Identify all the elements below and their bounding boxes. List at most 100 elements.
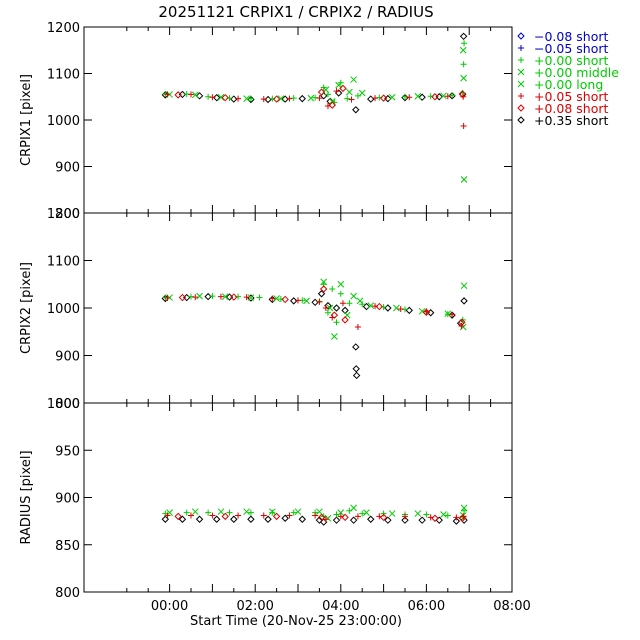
crpix2-data-point	[247, 294, 255, 301]
crpix1-data-point	[178, 90, 187, 99]
legend-marker-icon	[517, 68, 525, 76]
legend-marker-icon	[517, 80, 525, 88]
crpix1-data-point	[195, 92, 204, 100]
legend-marker-icon	[517, 32, 525, 40]
crpix2-y-tick-label: 1200	[47, 207, 80, 222]
crpix1-data-point	[379, 94, 388, 102]
radius-data-point	[247, 515, 255, 523]
radius-data-point	[359, 510, 366, 517]
radius-data-point	[453, 514, 460, 521]
crpix2-data-point	[290, 297, 298, 305]
legend-item: +0.35 short	[517, 113, 609, 128]
radius-data-point	[191, 508, 199, 516]
radius-data-point	[235, 512, 242, 519]
crpix1-data-point	[286, 95, 293, 102]
crpix1-data-point	[435, 93, 443, 101]
crpix2-data-point	[319, 285, 328, 293]
crpix2-points	[161, 278, 468, 380]
radius-y-axis-label: RADIUS [pixel]	[19, 450, 34, 544]
panel-radius: 800 850 900 950 1000 RADIUS [pixel]	[19, 397, 513, 601]
crpix1-data-point	[459, 32, 468, 41]
radius-data-point	[243, 508, 250, 516]
crpix2-data-point	[209, 293, 216, 300]
crpix1-data-point	[440, 92, 447, 100]
crpix1-data-point	[444, 93, 451, 100]
crpix2-data-point	[350, 292, 357, 300]
radius-data-point	[205, 509, 212, 516]
crpix1-data-point	[346, 88, 353, 96]
crpix1-data-point	[460, 123, 467, 130]
radius-data-point	[452, 517, 461, 525]
crpix1-data-point	[298, 94, 306, 103]
radius-data-point	[164, 512, 171, 519]
crpix2-data-point	[330, 311, 339, 319]
radius-data-point	[286, 512, 293, 519]
x-axis-label: Start Time (20-Nov-25 23:00:00)	[190, 614, 402, 629]
radius-data-point	[460, 504, 468, 512]
chart-title: 20251121 CRPIX1 / CRPIX2 / RADIUS	[158, 3, 433, 21]
crpix1-data-point	[164, 91, 171, 98]
radius-data-point	[341, 513, 349, 522]
radius-data-point	[264, 515, 272, 523]
legend-label: −0.05 short	[534, 41, 609, 56]
crpix1-data-point	[174, 91, 182, 99]
plot-panels: 800 900 1000 1100 1200 CRPIX1 [pixel] 800 900 10…	[19, 21, 531, 614]
crpix2-frame	[83, 212, 513, 404]
crpix2-data-point	[405, 306, 413, 315]
radius-data-point	[195, 515, 204, 523]
legend-item: +0.08 short	[517, 101, 609, 116]
legend-label: +0.00 short	[534, 53, 609, 68]
radius-data-point	[226, 509, 233, 516]
radius-data-point	[460, 516, 468, 524]
crpix2-data-point	[356, 297, 364, 305]
radius-data-point	[317, 513, 326, 522]
crpix2-data-point	[317, 290, 326, 298]
crpix1-data-point	[281, 95, 289, 103]
legend-label: +0.00 long	[534, 77, 603, 92]
crpix1-data-point	[317, 88, 326, 96]
legend-item: +0.00 long	[517, 77, 603, 92]
radius-data-point	[230, 515, 238, 523]
legend-item: +0.00 middle	[517, 65, 619, 80]
radius-data-point	[322, 516, 329, 523]
legend-label: +0.35 short	[534, 113, 609, 128]
crpix2-data-point	[352, 365, 360, 373]
crpix1-data-point	[188, 91, 194, 98]
radius-data-point	[272, 512, 281, 521]
radius-data-point	[350, 504, 357, 512]
legend-marker-icon	[518, 57, 524, 63]
crpix2-data-point	[295, 297, 301, 304]
legend-marker-icon	[517, 104, 525, 112]
crpix2-data-point	[331, 333, 338, 340]
crpix2-data-point	[329, 286, 336, 292]
radius-data-point	[337, 509, 345, 516]
crpix1-data-point	[414, 92, 422, 100]
crpix2-y-tick-label: 1100	[47, 255, 80, 270]
crpix1-data-point	[459, 46, 467, 54]
crpix2-data-point	[339, 300, 346, 307]
legend-item: −0.05 short	[518, 41, 609, 56]
crpix2-data-point	[178, 293, 187, 302]
crpix1-data-point	[209, 94, 216, 101]
crpix2-data-point	[333, 319, 340, 326]
x-tick-label: 06:00	[408, 599, 445, 614]
crpix2-data-point	[458, 318, 466, 326]
crpix2-data-point	[273, 295, 280, 302]
crpix2-data-point	[458, 323, 465, 330]
crpix1-data-point	[316, 95, 323, 102]
radius-data-point	[221, 512, 229, 521]
crpix1-data-point	[307, 94, 315, 102]
crpix1-y-tick-label: 1200	[47, 21, 80, 36]
radius-y-tick-label: 1000	[47, 397, 80, 412]
radius-frame	[83, 402, 513, 593]
crpix1-data-point	[406, 94, 413, 101]
legend: −0.08 short−0.05 short+0.00 short+0.00 m…	[517, 29, 619, 128]
crpix1-data-point	[418, 93, 426, 101]
crpix2-data-point	[384, 304, 392, 312]
radius-data-point	[461, 507, 468, 514]
panel-crpix1: 800 900 1000 1100 1200 CRPIX1 [pixel]	[19, 21, 513, 222]
radius-data-point	[209, 512, 216, 519]
crpix1-data-point	[191, 91, 199, 99]
crpix2-data-point	[332, 304, 341, 312]
panel-crpix2: 800 900 1000 1100 1200 CRPIX2 [pixel]	[19, 207, 513, 412]
